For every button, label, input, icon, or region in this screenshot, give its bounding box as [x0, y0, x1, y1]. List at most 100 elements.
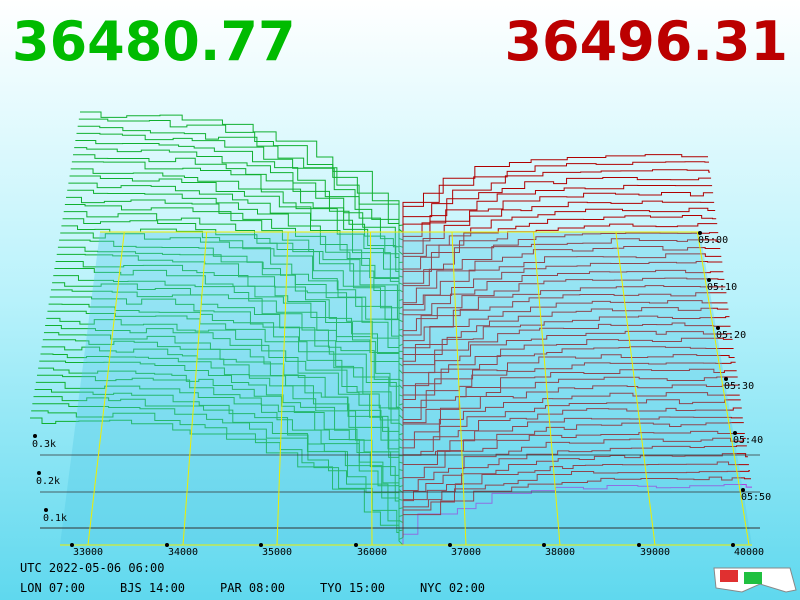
ask-depth-line [402, 470, 750, 531]
floor-grid: 33000 34000 35000 36000 37000 38000 39000 40000… [32, 231, 771, 558]
price-tick [731, 543, 735, 547]
bid-depth-line [62, 218, 404, 338]
bid-depth-line [74, 147, 404, 263]
ask-depth-line [402, 376, 738, 441]
ask-depth-line [402, 300, 728, 367]
ask-depth-line [402, 368, 737, 434]
ask-depth-line [402, 346, 734, 412]
bid-depth-line [70, 168, 404, 285]
bid-price: 36480.77 [12, 10, 296, 73]
time-label: 05:00 [698, 235, 728, 246]
ask-depth-line [402, 232, 719, 300]
bid-depth-line [33, 396, 404, 524]
depth-tick [33, 434, 37, 438]
ask-depth-line [402, 315, 730, 382]
ask-depth-line [402, 384, 739, 449]
ask-depth-line [402, 177, 712, 248]
bid-depth-line [55, 260, 404, 382]
city-clock: NYC 02:00 [420, 581, 485, 595]
bid-depth-line [64, 204, 404, 323]
bid-depth-line [69, 175, 404, 293]
ask-depth-line [402, 245, 721, 315]
price-label: 37000 [451, 547, 481, 558]
ask-depth-line [402, 154, 708, 225]
bid-depth-line [52, 282, 404, 406]
bid-depth-line [36, 374, 404, 501]
bid-depth-line [71, 161, 404, 278]
ask-depth-line [402, 399, 741, 464]
time-tick [733, 431, 737, 435]
ask-depth-line [402, 269, 724, 337]
price-tick [448, 543, 452, 547]
bid-depth-line [50, 289, 404, 412]
bid-depth-line [78, 118, 404, 233]
ask-depth-line [402, 354, 735, 419]
bid-depth-line [30, 417, 404, 546]
ask-depth-line [402, 192, 714, 263]
depth-tick [44, 508, 48, 512]
price-grid-line [696, 231, 750, 546]
bid-depth-line [77, 125, 404, 241]
price-grid-line [533, 231, 561, 546]
bid-depth-line [59, 239, 404, 360]
bid-depth-line [40, 353, 404, 480]
time-tick [707, 278, 711, 282]
price-label: 40000 [734, 547, 764, 558]
depth-label: 0.3k [32, 439, 56, 450]
time-label: 05:50 [741, 492, 771, 503]
price-tick [354, 543, 358, 547]
bid-depth-line [76, 132, 404, 248]
bid-depth-line [57, 246, 404, 367]
ask-depth-line [402, 285, 726, 352]
ask-depth-line [402, 430, 745, 493]
bid-depth-line [73, 154, 404, 271]
city-clock: LON 07:00 [20, 581, 85, 595]
ask-depth-line [402, 207, 716, 278]
bid-depth-line [56, 253, 404, 375]
city-clock: BJS 14:00 [120, 581, 185, 595]
bid-depth-line [75, 139, 404, 256]
ask-depth-line [402, 260, 723, 330]
ask-depth-line [402, 169, 711, 240]
price-label: 35000 [262, 547, 292, 558]
price-label: 34000 [168, 547, 198, 558]
ask-depth-line [402, 337, 733, 404]
bid-depth-line [43, 332, 404, 457]
city-clock: TYO 15:00 [320, 581, 385, 595]
floor [60, 232, 752, 545]
price-tick [165, 543, 169, 547]
bid-depth-line [39, 360, 404, 488]
bid-depth-line [46, 317, 404, 442]
bid-depth-line [47, 310, 404, 436]
bid-depth-line [61, 225, 404, 347]
bid-depth-line [38, 367, 404, 494]
ask-depth-line [402, 238, 720, 307]
bid-depth-line [54, 268, 404, 390]
price-grid-line [87, 231, 125, 546]
price-tick [259, 543, 263, 547]
bid-depth-line [80, 111, 404, 227]
time-label: 05:10 [707, 282, 737, 293]
ask-depth-line [402, 307, 729, 374]
bid-depth-line [60, 232, 404, 353]
ask-depth-line [402, 476, 751, 538]
ask-depth-line [402, 484, 752, 545]
bid-depth-line [48, 303, 404, 427]
depth-tick [37, 471, 41, 475]
price-label: 39000 [640, 547, 670, 558]
depth-label: 0.1k [43, 513, 67, 524]
bid-depth-line [34, 389, 404, 518]
price-tick [637, 543, 641, 547]
ask-depth-line [402, 161, 710, 233]
price-tick [542, 543, 546, 547]
ask-depth-line [402, 407, 742, 471]
price-label: 33000 [73, 547, 103, 558]
bid-depth-line [68, 182, 404, 302]
time-label: 05:40 [733, 435, 763, 446]
bid-depth-line [53, 275, 404, 397]
ask-depth-line [402, 322, 731, 389]
price-label: 36000 [357, 547, 387, 558]
ask-depth-line [402, 445, 747, 508]
price-grid-line [451, 231, 467, 546]
